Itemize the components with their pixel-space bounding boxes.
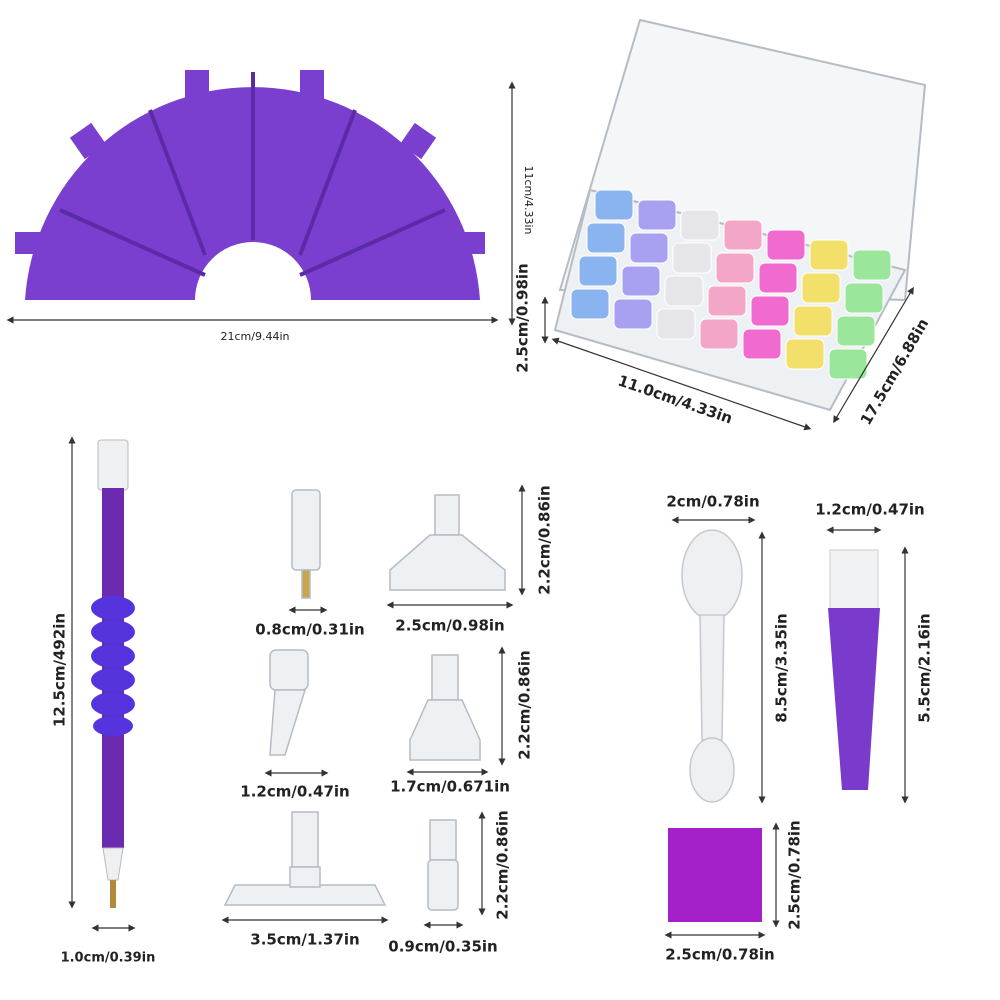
bead-pot bbox=[750, 295, 790, 327]
dimension-line bbox=[551, 337, 812, 431]
dimension-label: 0.8cm/0.31in bbox=[255, 621, 364, 639]
dimension-label: 2.2cm/0.86in bbox=[516, 650, 534, 759]
dimension-label: 2.5cm/0.98in bbox=[514, 263, 532, 372]
dimension-label: 1.2cm/0.47in bbox=[240, 783, 349, 801]
purple-pad bbox=[668, 828, 762, 922]
dimension-label: 2.2cm/0.86in bbox=[494, 810, 512, 919]
bead-pot bbox=[809, 239, 849, 271]
bead-pot bbox=[672, 242, 712, 274]
bead-pot bbox=[586, 222, 626, 254]
dimension-label: 0.9cm/0.35in bbox=[388, 938, 497, 956]
dimension-label: 8.5cm/3.35in bbox=[773, 613, 791, 722]
dimension-label: 2.2cm/0.86in bbox=[536, 485, 554, 594]
dimension-label: 2.5cm/0.98in bbox=[395, 617, 504, 635]
bead-pot bbox=[570, 288, 610, 320]
bead-pot bbox=[766, 229, 806, 261]
bead-pot bbox=[723, 219, 763, 251]
bead-pot bbox=[664, 275, 704, 307]
dimension-label: 1.0cm/0.39in bbox=[61, 951, 156, 966]
dimension-label: 5.5cm/2.16in bbox=[916, 613, 934, 722]
bead-pot bbox=[621, 265, 661, 297]
fan-tray bbox=[15, 70, 485, 300]
bead-pot bbox=[578, 255, 618, 287]
dimension-label: 11.0cm/4.33in bbox=[616, 372, 735, 428]
dimension-label: 2cm/0.78in bbox=[666, 493, 759, 511]
bead-pot bbox=[707, 285, 747, 317]
dimension-line bbox=[833, 286, 914, 424]
bead-pot bbox=[699, 318, 739, 350]
dimension-label: 2.5cm/0.78in bbox=[665, 946, 774, 964]
spoon bbox=[681, 529, 743, 803]
drill-pen bbox=[91, 439, 135, 908]
bead-pot bbox=[656, 308, 696, 340]
bead-pot bbox=[785, 338, 825, 370]
dimension-label: 11cm/4.33in bbox=[522, 166, 535, 235]
bead-pot bbox=[836, 315, 876, 347]
bead-pot bbox=[594, 189, 634, 221]
bead-pot bbox=[715, 252, 755, 284]
dimension-label: 1.7cm/0.671in bbox=[390, 778, 510, 796]
bead-pot bbox=[742, 328, 782, 360]
storage-box bbox=[553, 18, 927, 412]
dimension-label: 21cm/9.44in bbox=[221, 330, 290, 343]
dimension-label: 1.2cm/0.47in bbox=[815, 501, 924, 519]
bead-pot bbox=[680, 209, 720, 241]
brush bbox=[828, 549, 880, 790]
bead-pot bbox=[844, 282, 884, 314]
pen-tips bbox=[223, 489, 506, 911]
bead-pot bbox=[852, 249, 892, 281]
bead-pot bbox=[793, 305, 833, 337]
dimension-label: 12.5cm/492in bbox=[51, 613, 69, 727]
dimension-label: 3.5cm/1.37in bbox=[250, 931, 359, 949]
bead-pot bbox=[629, 232, 669, 264]
bead-pot bbox=[637, 199, 677, 231]
bead-pot bbox=[613, 298, 653, 330]
bead-pot bbox=[758, 262, 798, 294]
dimension-label: 2.5cm/0.78in bbox=[786, 820, 804, 929]
bead-pot bbox=[801, 272, 841, 304]
